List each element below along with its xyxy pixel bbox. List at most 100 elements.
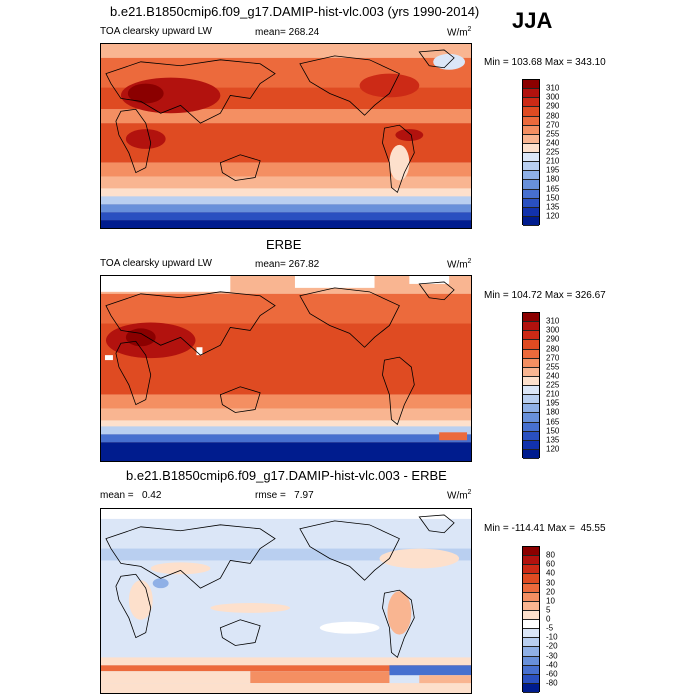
colorbar-segment [523, 198, 539, 208]
cb-label: 180 [546, 174, 560, 184]
colorbar-segment [523, 565, 539, 575]
panel-2-title: ERBE [266, 237, 302, 252]
colorbar-segment [523, 629, 539, 639]
colorbar-segment [523, 180, 539, 190]
colorbar-segment [523, 547, 539, 557]
colorbar-segment [523, 125, 539, 135]
cb-label: 270 [546, 353, 560, 363]
colorbar-segment [523, 89, 539, 99]
cb-label: -10 [546, 632, 558, 642]
cb-label: 30 [546, 578, 555, 587]
colorbar-segment [523, 313, 539, 323]
panel-3-title: b.e21.B1850cmip6.f09_g17.DAMIP-hist-vlc.… [126, 468, 447, 483]
panel-3-rmse-label: rmse = 7.97 [255, 490, 314, 501]
colorbar-segment [523, 422, 539, 432]
panel-3-minmax: Min = -114.41 Max = 45.55 [484, 523, 606, 534]
colorbar-segment [523, 116, 539, 126]
colorbar-segment [523, 404, 539, 414]
cb-label: 150 [546, 426, 560, 436]
panel-3-map [100, 508, 472, 694]
colorbar-segment [523, 134, 539, 144]
colorbar-segment [523, 638, 539, 648]
cb-label: -60 [546, 669, 558, 679]
panel-1-map-canvas [101, 44, 471, 228]
colorbar-segment [523, 674, 539, 684]
cb-label: 120 [546, 211, 560, 221]
cb-label: 240 [546, 138, 560, 148]
cb-label: 150 [546, 193, 560, 203]
panel-1-title: b.e21.B1850cmip6.f09_g17.DAMIP-hist-vlc.… [110, 4, 480, 19]
colorbar-segment [523, 583, 539, 593]
colorbar-segment [523, 216, 539, 226]
cb-label: 310 [546, 83, 560, 93]
cb-label: 40 [546, 568, 555, 578]
cb-label: -80 [546, 678, 558, 688]
cb-label: 225 [546, 380, 560, 390]
colorbar-segment [523, 340, 539, 350]
cb-label: 240 [546, 371, 560, 381]
panel-3-units: W/m2 [447, 489, 472, 502]
colorbar-segment [523, 440, 539, 450]
cb-label: 180 [546, 407, 560, 417]
colorbar-segment [523, 207, 539, 217]
cb-label: 255 [546, 129, 560, 139]
panel-2-variable-label: TOA clearsky upward LW [100, 258, 212, 269]
panel-1-map [100, 43, 472, 229]
cb-label: 120 [546, 444, 560, 454]
colorbar-segment [523, 153, 539, 163]
cb-label: 270 [546, 120, 560, 130]
colorbar-segment [523, 143, 539, 153]
cb-label: 300 [546, 325, 560, 335]
cb-label: 165 [546, 417, 560, 426]
panel-1-colorbar [522, 79, 540, 226]
cb-label: 195 [546, 165, 560, 175]
colorbar-segment [523, 683, 539, 693]
cb-label: 290 [546, 334, 560, 344]
colorbar-segment [523, 556, 539, 566]
colorbar-segment [523, 107, 539, 117]
panel-3-colorbar [522, 546, 540, 693]
colorbar-segment [523, 592, 539, 602]
colorbar-segment [523, 647, 539, 657]
cb-label: 5 [546, 605, 551, 615]
cb-label: -30 [546, 651, 558, 660]
cb-label: 80 [546, 550, 555, 560]
colorbar-segment [523, 665, 539, 675]
colorbar-segment [523, 358, 539, 368]
colorbar-segment [523, 449, 539, 459]
colorbar-segment [523, 620, 539, 630]
panel-2-map-canvas [101, 276, 471, 461]
cb-label: -5 [546, 623, 554, 633]
colorbar-segment [523, 367, 539, 377]
season-label: JJA [512, 8, 553, 33]
panel-2-mean-label: mean= 267.82 [255, 259, 320, 270]
cb-label: 280 [546, 111, 560, 120]
cb-label: 195 [546, 398, 560, 408]
cb-label: 225 [546, 147, 560, 157]
cb-label: 135 [546, 435, 560, 445]
cb-label: -40 [546, 660, 558, 670]
cb-label: 10 [546, 596, 555, 606]
panel-2-map [100, 275, 472, 462]
colorbar-segment [523, 171, 539, 181]
cb-label: -20 [546, 641, 558, 651]
cb-label: 290 [546, 101, 560, 111]
cb-label: 255 [546, 362, 560, 372]
cb-label: 165 [546, 184, 560, 193]
cb-label: 210 [546, 389, 560, 399]
cb-label: 280 [546, 344, 560, 353]
panel-2-colorbar [522, 312, 540, 459]
colorbar-segment [523, 322, 539, 332]
panel-3-mean-label: mean = 0.42 [100, 490, 162, 501]
colorbar-segment [523, 80, 539, 90]
colorbar-segment [523, 376, 539, 386]
cb-label: 310 [546, 316, 560, 326]
colorbar-segment [523, 162, 539, 172]
colorbar-segment [523, 395, 539, 405]
panel-1-variable-label: TOA clearsky upward LW [100, 26, 212, 37]
cb-label: 300 [546, 92, 560, 102]
colorbar-segment [523, 349, 539, 359]
cb-label: 210 [546, 156, 560, 166]
panel-1-minmax: Min = 103.68 Max = 343.10 [484, 57, 606, 68]
colorbar-segment [523, 189, 539, 199]
